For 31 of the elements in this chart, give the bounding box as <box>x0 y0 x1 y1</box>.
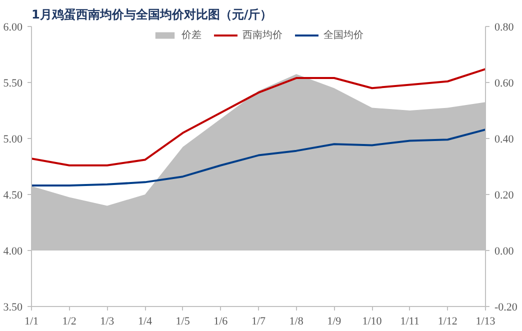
x-tick-label: 1/4 <box>138 316 153 328</box>
y-tick-label: 3.50 <box>3 302 23 314</box>
x-tick-label: 1/13 <box>476 316 496 328</box>
x-tick-label: 1/7 <box>251 316 266 328</box>
legend-label: 价差 <box>182 29 202 42</box>
y-tick-label: 4.50 <box>3 190 23 202</box>
y-tick-label: 6.00 <box>3 22 23 34</box>
x-tick-label: 1/9 <box>327 316 342 328</box>
x-tick-label: 1/12 <box>438 316 458 328</box>
legend-label: 全国均价 <box>324 29 364 42</box>
y2-tick-label: -0.20 <box>494 302 518 314</box>
y2-tick-label: 0.40 <box>494 134 514 146</box>
y2-tick-label: 0.20 <box>494 190 514 202</box>
y-tick-label: 4.00 <box>3 246 23 258</box>
x-tick-label: 1/5 <box>176 316 190 328</box>
line-series <box>32 128 486 187</box>
line-series <box>32 68 486 166</box>
x-tick-label: 1/6 <box>214 316 228 328</box>
x-tick-label: 1/11 <box>400 316 420 328</box>
x-tick-label: 1/10 <box>362 316 382 328</box>
x-tick-label: 1/2 <box>62 316 76 328</box>
x-tick-label: 1/3 <box>100 316 115 328</box>
x-tick-label: 1/1 <box>24 316 39 328</box>
y-tick-label: 5.50 <box>3 78 23 90</box>
y-tick-label: 5.00 <box>3 134 23 146</box>
x-tick-label: 1/8 <box>289 316 304 328</box>
chart-title: 1月鸡蛋西南均价与全国均价对比图（元/斤） <box>32 8 272 22</box>
legend-label: 西南均价 <box>242 28 282 42</box>
y2-tick-label: 0.60 <box>494 78 514 90</box>
y2-tick-label: 0.80 <box>494 22 514 34</box>
y2-tick-label: 0.00 <box>494 246 514 258</box>
